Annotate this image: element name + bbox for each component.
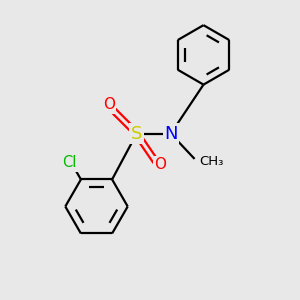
Text: S: S [131, 125, 142, 143]
Text: N: N [164, 125, 178, 143]
Text: O: O [154, 158, 166, 172]
Text: Cl: Cl [62, 155, 76, 170]
Text: O: O [103, 97, 115, 112]
Text: CH₃: CH₃ [199, 155, 224, 168]
